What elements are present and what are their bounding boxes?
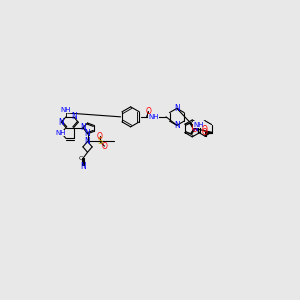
Text: N: N [174,121,180,130]
Text: S: S [97,137,103,146]
Text: N: N [80,123,86,132]
Text: N: N [58,118,64,127]
Text: NH: NH [55,130,66,136]
Text: N: N [85,137,90,146]
Text: N: N [85,129,90,138]
Text: N: N [71,112,76,122]
Text: O: O [192,123,198,132]
Text: O: O [202,125,208,134]
Text: N: N [192,124,198,133]
Text: O: O [202,128,208,137]
Text: C: C [78,156,83,161]
Text: O: O [146,107,151,116]
Text: NH: NH [61,107,71,113]
Text: O: O [192,125,198,134]
Text: O: O [97,132,103,141]
Text: NH: NH [148,114,159,120]
Text: N: N [174,104,180,113]
Text: NH: NH [194,122,204,128]
Text: N: N [80,162,86,171]
Text: O: O [101,142,107,151]
